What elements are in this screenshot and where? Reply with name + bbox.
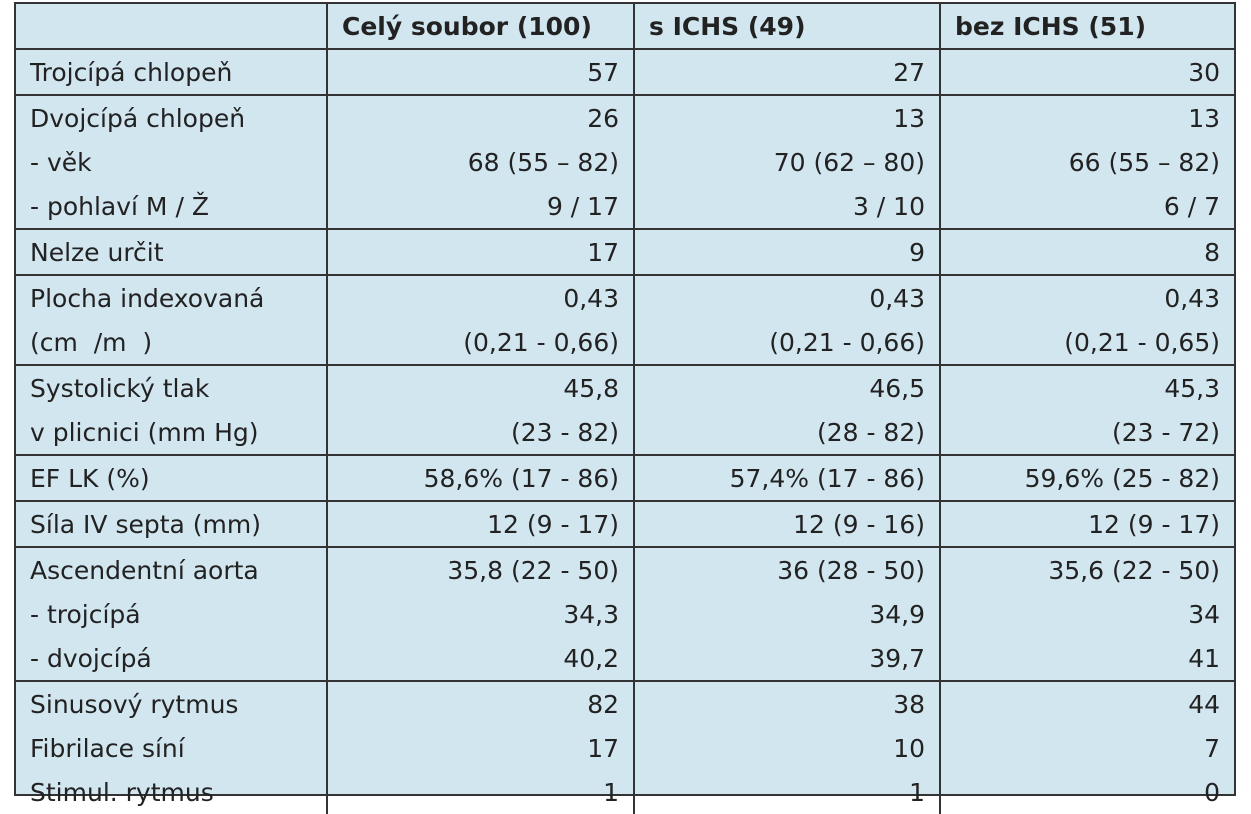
value-cell: 38: [633, 680, 940, 726]
row-label: Stimul. rytmus: [30, 777, 214, 807]
value-cell: 17: [326, 726, 634, 770]
value-cell: 7: [939, 726, 1234, 770]
row-label: Plocha indexovaná: [16, 274, 327, 320]
row-label: EF LK (%): [16, 454, 327, 501]
row-label: Systolický tlak: [16, 364, 327, 410]
value-cell: 68 (55 – 82): [326, 140, 634, 184]
row-label: (cm /m ): [30, 327, 153, 357]
table-row: - dvojcípá 40,2 39,7 41: [16, 636, 1234, 681]
data-table: Celý soubor (100) s ICHS (49) bez ICHS (51…: [16, 4, 1234, 814]
header-cell: s ICHS (49): [633, 4, 940, 50]
table-row: Nelze určit 17 9 8: [16, 228, 1234, 275]
row-label: - trojcípá: [30, 599, 141, 629]
value-cell: 0,43: [633, 274, 940, 320]
row-label: - věk: [30, 147, 92, 177]
table-row: Stimul. rytmus 1 1 0: [16, 770, 1234, 814]
value-cell: 57,4% (17 - 86): [633, 454, 940, 501]
value-cell: 59,6% (25 - 82): [939, 454, 1234, 501]
value-cell: 34: [939, 592, 1234, 636]
value-cell: 0,43: [939, 274, 1234, 320]
row-label: Sinusový rytmus: [16, 680, 327, 726]
value-cell: 35,8 (22 - 50): [326, 546, 634, 592]
table-row: Síla IV septa (mm) 12 (9 - 17) 12 (9 - 16)…: [16, 500, 1234, 547]
table-row: (cm /m ) (0,21 - 0,66) (0,21 - 0,66) (0,21 …: [16, 320, 1234, 365]
value-cell: 57: [326, 49, 634, 95]
row-label: - dvojcípá: [30, 643, 152, 673]
table-row: Plocha indexovaná 0,43 0,43 0,43: [16, 274, 1234, 320]
table-row: - věk 68 (55 – 82) 70 (62 – 80) 66 (55 – 82…: [16, 140, 1234, 184]
value-cell: 27: [633, 49, 940, 95]
value-cell: 46,5: [633, 364, 940, 410]
value-cell: (0,21 - 0,65): [939, 320, 1234, 365]
value-cell: 58,6% (17 - 86): [326, 454, 634, 501]
value-cell: 1: [326, 770, 634, 814]
header-row: Celý soubor (100) s ICHS (49) bez ICHS (51…: [16, 4, 1234, 50]
value-cell: 1: [633, 770, 940, 814]
value-cell: 10: [633, 726, 940, 770]
table-row: Dvojcípá chlopeň 26 13 13: [16, 94, 1234, 140]
value-cell: (23 - 72): [939, 410, 1234, 455]
value-cell: 35,6 (22 - 50): [939, 546, 1234, 592]
value-cell: 26: [326, 94, 634, 140]
value-cell: 9: [633, 228, 940, 275]
value-cell: 30: [939, 49, 1234, 95]
value-cell: (0,21 - 0,66): [633, 320, 940, 365]
value-cell: 12 (9 - 16): [633, 500, 940, 547]
table-row: Systolický tlak 45,8 46,5 45,3: [16, 364, 1234, 410]
value-cell: 41: [939, 636, 1234, 681]
table-row: - trojcípá 34,3 34,9 34: [16, 592, 1234, 636]
value-cell: (28 - 82): [633, 410, 940, 455]
table-row: EF LK (%) 58,6% (17 - 86) 57,4% (17 - 86) 5…: [16, 454, 1234, 501]
row-label: Ascendentní aorta: [16, 546, 327, 592]
value-cell: 70 (62 – 80): [633, 140, 940, 184]
value-cell: 44: [939, 680, 1234, 726]
value-cell: 17: [326, 228, 634, 275]
value-cell: 0,43: [326, 274, 634, 320]
value-cell: 6 / 7: [939, 184, 1234, 229]
row-label: Trojcípá chlopeň: [30, 57, 233, 87]
header-cell: Celý soubor (100): [326, 4, 634, 50]
value-cell: 12 (9 - 17): [326, 500, 634, 547]
value-cell: 39,7: [633, 636, 940, 681]
value-cell: (23 - 82): [326, 410, 634, 455]
header-cell: bez ICHS (51): [939, 4, 1234, 50]
row-label: Fibrilace síní: [30, 733, 185, 763]
row-label: - pohlaví M / Ž: [30, 191, 209, 221]
value-cell: 45,3: [939, 364, 1234, 410]
row-label: Nelze určit: [16, 228, 327, 275]
value-cell: (0,21 - 0,66): [326, 320, 634, 365]
value-cell: 40,2: [326, 636, 634, 681]
table-body: Celý soubor (100) s ICHS (49) bez ICHS (51…: [16, 4, 1234, 814]
value-cell: 36 (28 - 50): [633, 546, 940, 592]
row-label: v plicnici (mm Hg): [30, 417, 259, 447]
value-cell: 45,8: [326, 364, 634, 410]
table-row: v plicnici (mm Hg) (23 - 82) (28 - 82) (23 …: [16, 410, 1234, 455]
value-cell: 3 / 10: [633, 184, 940, 229]
value-cell: 9 / 17: [326, 184, 634, 229]
table-frame: Celý soubor (100) s ICHS (49) bez ICHS (51…: [14, 2, 1236, 814]
table-row: Fibrilace síní 17 10 7: [16, 726, 1234, 770]
value-cell: 13: [939, 94, 1234, 140]
value-cell: 34,9: [633, 592, 940, 636]
row-label: Dvojcípá chlopeň: [16, 94, 327, 140]
row-label: Síla IV septa (mm): [16, 500, 327, 547]
value-cell: 12 (9 - 17): [939, 500, 1234, 547]
value-cell: 82: [326, 680, 634, 726]
value-cell: 66 (55 – 82): [939, 140, 1234, 184]
table-row: - pohlaví M / Ž 9 / 17 3 / 10 6 / 7: [16, 184, 1234, 229]
header-cell: [16, 4, 327, 50]
table-row: Trojcípá chlopeň 57 27 30: [16, 49, 1234, 95]
value-cell: 13: [633, 94, 940, 140]
value-cell: 8: [939, 228, 1234, 275]
value-cell: 34,3: [326, 592, 634, 636]
table-row: Ascendentní aorta 35,8 (22 - 50) 36 (28 - …: [16, 546, 1234, 592]
table-row: Sinusový rytmus 82 38 44: [16, 680, 1234, 726]
value-cell: 0: [939, 770, 1234, 814]
